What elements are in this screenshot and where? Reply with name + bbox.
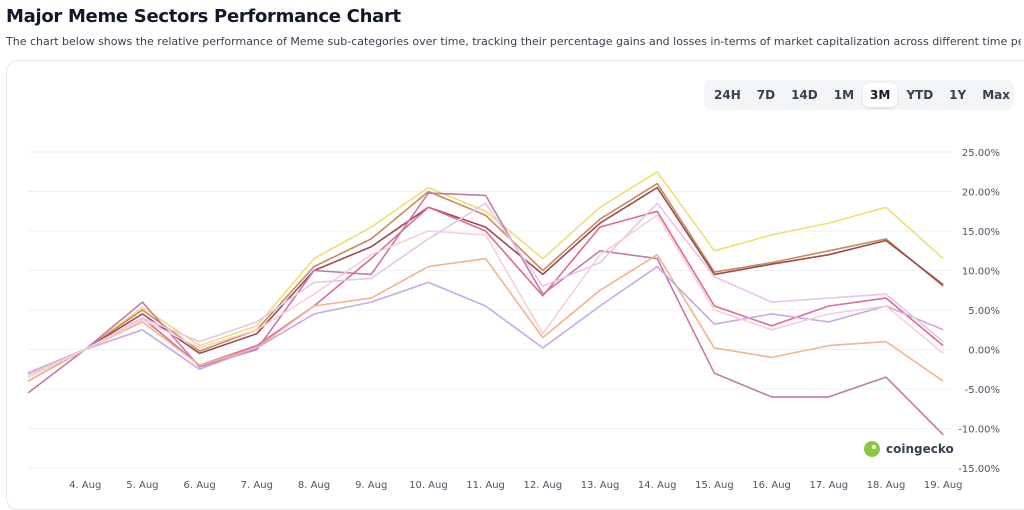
grid-layer [28, 151, 952, 469]
tab-3m[interactable]: 3M [863, 83, 898, 107]
x-tick-label: 9. Aug [355, 480, 387, 491]
x-tick-label: 6. Aug [183, 480, 215, 491]
series-line-3[interactable] [27, 186, 944, 374]
y-tick-label: 25.00% [962, 148, 1000, 159]
series-line-5[interactable] [27, 192, 944, 436]
x-tick-label: 5. Aug [126, 480, 158, 491]
tab-1y[interactable]: 1Y [949, 88, 967, 102]
series-layer [27, 171, 944, 436]
watermark-text: coingecko [886, 442, 954, 456]
series-line-9[interactable] [27, 214, 944, 378]
y-axis-ticks: 25.00% 20.00% 15.00% 10.00% 5.00% 0.00% -5.00%… [958, 148, 1000, 475]
x-tick-label: 14. Aug [638, 480, 677, 491]
x-tick-label: 16. Aug [752, 480, 791, 491]
x-tick-label: 18. Aug [867, 480, 906, 491]
x-tick-label: 17. Aug [809, 480, 848, 491]
x-tick-label: 15. Aug [695, 480, 734, 491]
series-line-2[interactable] [27, 182, 944, 374]
x-tick-label: 12. Aug [523, 480, 562, 491]
x-tick-label: 7. Aug [241, 480, 273, 491]
y-tick-label: 20.00% [962, 188, 1000, 199]
gecko-logo-icon [864, 441, 880, 457]
tab-14d[interactable]: 14D [791, 88, 818, 102]
x-tick-label: 8. Aug [298, 480, 330, 491]
x-tick-label: 11. Aug [466, 480, 505, 491]
y-tick-label: -5.00% [965, 385, 1000, 396]
y-tick-label: 5.00% [968, 306, 1000, 317]
series-line-8[interactable] [27, 202, 944, 376]
x-tick-label: 4. Aug [69, 480, 101, 491]
tab-24h[interactable]: 24H [714, 88, 741, 102]
time-range-tabs: 24H 7D 14D 1M 3M YTD 1Y Max [704, 80, 1014, 110]
coingecko-watermark: coingecko [864, 441, 954, 457]
tab-ytd[interactable]: YTD [906, 88, 934, 102]
y-tick-label: 10.00% [962, 267, 1000, 278]
series-line-4[interactable] [27, 206, 944, 382]
series-line-6[interactable] [27, 253, 944, 382]
tab-max[interactable]: Max [982, 88, 1010, 102]
x-tick-label: 13. Aug [581, 480, 620, 491]
page-description: The chart below shows the relative perfo… [6, 35, 1021, 48]
x-tick-label: 19. Aug [924, 480, 963, 491]
y-tick-label: -10.00% [958, 425, 1000, 436]
tab-7d[interactable]: 7D [756, 88, 776, 102]
series-line-7[interactable] [27, 265, 944, 374]
page-title: Major Meme Sectors Performance Chart [6, 6, 401, 27]
y-tick-label: 15.00% [962, 227, 1000, 238]
y-tick-label: 0.00% [968, 346, 1000, 357]
tab-1m[interactable]: 1M [833, 88, 855, 102]
x-tick-label: 10. Aug [409, 480, 448, 491]
x-axis-ticks: 4. Aug 5. Aug 6. Aug 7. Aug 8. Aug 9. Aug 10. … [69, 480, 962, 491]
y-tick-label: -15.00% [958, 464, 1000, 475]
